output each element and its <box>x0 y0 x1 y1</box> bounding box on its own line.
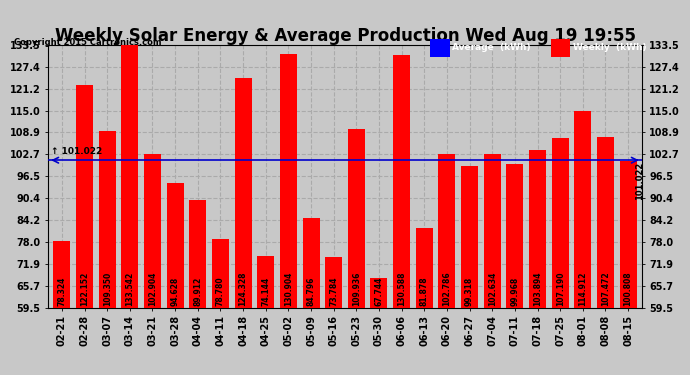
Text: 84.796: 84.796 <box>306 276 315 306</box>
Text: 67.744: 67.744 <box>375 276 384 306</box>
Text: 103.894: 103.894 <box>533 271 542 306</box>
Text: 102.904: 102.904 <box>148 272 157 306</box>
Text: 89.912: 89.912 <box>193 276 202 306</box>
Bar <box>144 153 161 308</box>
Bar <box>302 218 319 308</box>
Text: 109.350: 109.350 <box>103 272 112 306</box>
Text: Average  (kWh): Average (kWh) <box>452 44 531 52</box>
Text: 133.542: 133.542 <box>126 272 135 306</box>
Title: Weekly Solar Energy & Average Production Wed Aug 19 19:55: Weekly Solar Energy & Average Production… <box>55 27 635 45</box>
Text: ↑ 101.022: ↑ 101.022 <box>50 147 102 156</box>
Text: 124.328: 124.328 <box>239 271 248 306</box>
Bar <box>416 228 433 308</box>
Text: 101.022: 101.022 <box>635 162 644 200</box>
Text: 107.472: 107.472 <box>601 271 610 306</box>
Text: 114.912: 114.912 <box>578 272 587 306</box>
Bar <box>461 166 478 308</box>
Text: 130.588: 130.588 <box>397 271 406 306</box>
Text: 100.808: 100.808 <box>624 271 633 306</box>
Text: Copyright 2015 Cartronics.com: Copyright 2015 Cartronics.com <box>14 38 161 47</box>
Text: 130.904: 130.904 <box>284 272 293 306</box>
Bar <box>506 164 523 308</box>
Text: 78.324: 78.324 <box>57 276 66 306</box>
Bar <box>393 56 410 308</box>
Text: 102.634: 102.634 <box>488 272 497 306</box>
Text: 99.318: 99.318 <box>465 276 474 306</box>
Text: 107.190: 107.190 <box>555 271 564 306</box>
Bar <box>484 154 501 308</box>
Bar <box>348 129 365 308</box>
Bar <box>257 255 274 308</box>
Text: 81.878: 81.878 <box>420 276 428 306</box>
Bar <box>371 278 388 308</box>
Text: 109.936: 109.936 <box>352 272 361 306</box>
FancyBboxPatch shape <box>551 39 570 57</box>
Text: 94.628: 94.628 <box>170 276 179 306</box>
Bar <box>325 257 342 307</box>
Bar <box>280 54 297 307</box>
Text: 122.152: 122.152 <box>80 272 89 306</box>
Bar <box>212 239 229 308</box>
Text: 102.786: 102.786 <box>442 271 451 306</box>
Bar <box>620 161 637 308</box>
Bar <box>76 85 93 308</box>
Text: Weekly  (kWh): Weekly (kWh) <box>573 44 647 52</box>
Text: 78.780: 78.780 <box>216 276 225 306</box>
Bar <box>552 138 569 308</box>
Bar <box>53 241 70 308</box>
Bar <box>529 150 546 308</box>
Bar <box>235 78 252 308</box>
Bar <box>167 183 184 308</box>
Bar <box>597 137 614 308</box>
Bar <box>189 200 206 308</box>
FancyBboxPatch shape <box>431 39 450 57</box>
Text: 73.784: 73.784 <box>329 276 338 306</box>
Bar <box>574 111 591 308</box>
Text: 74.144: 74.144 <box>262 276 270 306</box>
Bar <box>438 154 455 308</box>
Text: 99.968: 99.968 <box>511 276 520 306</box>
Bar <box>99 130 116 308</box>
Bar <box>121 45 138 308</box>
